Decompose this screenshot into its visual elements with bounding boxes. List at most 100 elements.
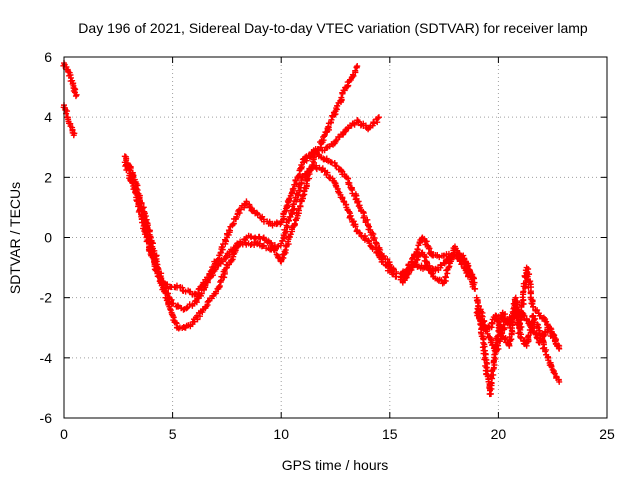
series-marker [534,307,541,314]
series-marker [541,317,548,324]
y-axis-label: SDTVAR / TECUs [7,182,23,294]
series-marker [204,278,211,285]
series-marker [480,350,487,357]
data-point [375,114,382,121]
series-marker [441,277,448,284]
series-marker [170,300,177,307]
series-marker [351,120,358,127]
series-marker [237,206,244,213]
series-marker [517,334,524,341]
y-tick-label: 0 [44,230,52,246]
series-marker [414,246,421,253]
series-arc-b [60,102,78,139]
y-tick-label: -4 [40,350,53,366]
series-marker [490,371,497,378]
series-marker [233,214,240,220]
series-marker [464,269,471,276]
series-marker [495,318,502,325]
series-marker [130,179,137,186]
series-marker [298,179,305,186]
series-arc-c [121,63,361,332]
series-marker [549,334,556,341]
series-marker [146,240,153,247]
series-marker [425,245,432,252]
series-arc-l [475,303,561,355]
series-marker [248,233,255,240]
series-marker [442,273,449,280]
series-marker [268,240,275,247]
series-marker [525,266,532,273]
data-point [556,378,563,385]
x-tick-label: 20 [491,426,507,442]
series-marker [487,390,494,397]
series-marker [333,163,340,170]
data-point [321,132,328,139]
series-marker [548,363,555,370]
series-marker [542,348,549,355]
data-point [70,132,77,139]
series-arc-k [473,264,563,352]
series-marker [488,319,495,326]
series-marker [139,205,146,212]
x-tick-label: 5 [169,426,177,442]
series-marker [333,137,340,144]
y-tick-label: 2 [44,169,52,185]
series-marker [418,262,425,269]
data-point [471,285,478,292]
series-marker [291,220,298,227]
series-marker [338,94,345,101]
series-marker [229,221,236,228]
y-tick-label: -6 [40,410,53,426]
series-marker [217,278,224,285]
series-marker [219,244,226,251]
series-marker [352,223,359,230]
series-marker [423,238,430,245]
series-marker [371,235,378,242]
series-marker [274,220,281,227]
x-axis-label: GPS time / hours [282,457,389,473]
series-marker [353,64,360,71]
series-marker [373,240,380,247]
series-marker [348,185,355,192]
series-marker [333,102,340,109]
series-marker [297,187,304,194]
series-marker [346,179,353,186]
series-marker [284,223,291,230]
series-marker [339,194,346,201]
series-marker [366,238,373,245]
series-marker [196,313,203,320]
y-tick-label: 6 [44,49,52,65]
series-marker [481,317,488,324]
series-marker [274,243,281,250]
data-point [554,342,561,349]
series-marker [142,221,149,228]
series-marker [218,273,225,280]
series-marker [505,341,512,348]
series-marker [153,265,160,272]
plot-frame [63,56,608,419]
x-tick-label: 15 [382,426,398,442]
series-marker [355,118,362,125]
x-tick-label: 10 [273,426,289,442]
series-marker [133,189,140,196]
data-point [72,93,79,100]
series-marker [290,206,297,213]
data-point [471,279,478,286]
series-marker [306,154,313,161]
data-point [393,270,400,277]
series-marker [380,252,387,259]
tick-labels: 0 5 10 15 20 25 -6 -4 -2 0 2 4 6 [40,49,615,442]
series-arc-i [399,249,472,286]
series-marker [520,289,527,296]
series-marker [458,260,465,267]
series-marker [375,114,382,121]
series-marker [512,301,519,308]
series-marker [360,214,367,221]
series-marker [403,274,410,281]
series-marker [480,319,487,326]
series-marker [257,235,264,242]
data-point [484,330,491,337]
series-arc-d [121,114,382,298]
data-point [464,273,471,280]
